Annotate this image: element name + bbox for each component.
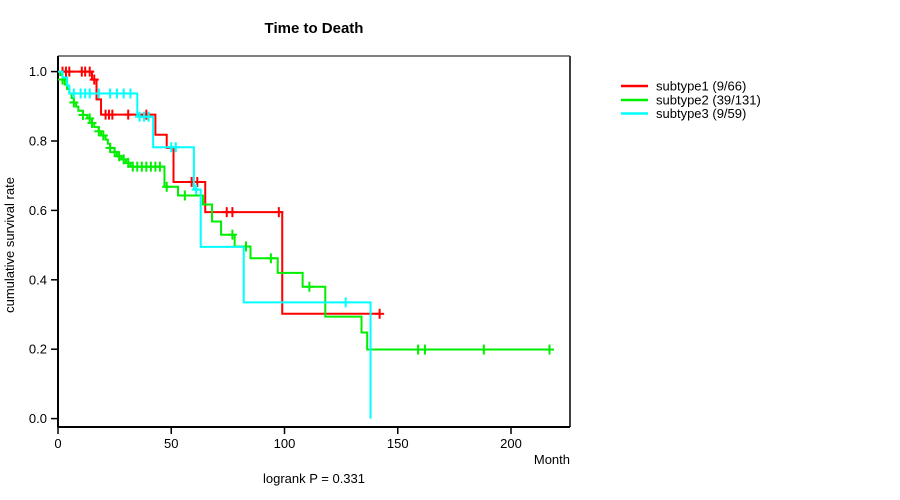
series-3-group: [58, 70, 372, 419]
x-tick-label: 100: [274, 436, 296, 451]
y-tick-label: 0.2: [29, 342, 47, 357]
legend: subtype1 (9/66) subtype2 (39/131) subtyp…: [621, 79, 761, 121]
censor-marks-1: [58, 66, 385, 319]
survival-curves: [58, 66, 555, 419]
series-1-group: [58, 66, 385, 319]
x-tick-label: 200: [500, 436, 522, 451]
plot-frame: 1.0 0.8 0.6 0.4 0.2 0.0 0 50 100 150 200: [29, 55, 571, 451]
y-tick-label: 0.6: [29, 203, 47, 218]
chart-title: Time to Death: [265, 20, 364, 37]
censor-marks-3: [69, 88, 351, 308]
censor-marks-2: [58, 74, 555, 355]
series-2-group: [58, 70, 555, 355]
y-tick-label: 0.8: [29, 134, 47, 149]
legend-label-subtype3: subtype3 (9/59): [656, 106, 746, 121]
x-tick-label: 50: [164, 436, 178, 451]
y-tick-label: 0.4: [29, 272, 47, 287]
y-tick-label: 0.0: [29, 411, 47, 426]
x-tick-label: 0: [54, 436, 61, 451]
legend-label-subtype2: subtype2 (39/131): [656, 93, 761, 108]
series-line-1: [58, 70, 380, 315]
logrank-pvalue-annotation: logrank P = 0.331: [263, 471, 365, 486]
series-line-2: [58, 70, 550, 351]
x-axis-label: Month: [534, 452, 570, 467]
series-line-3: [58, 70, 372, 419]
y-tick-label: 1.0: [29, 64, 47, 79]
legend-label-subtype1: subtype1 (9/66): [656, 79, 746, 94]
y-axis-label: cumulative survival rate: [2, 177, 17, 313]
x-tick-label: 150: [387, 436, 409, 451]
